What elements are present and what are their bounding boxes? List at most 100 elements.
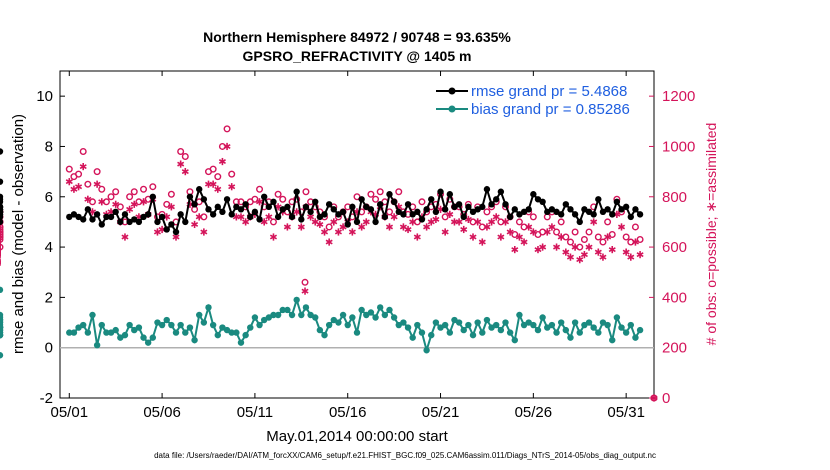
- bias-point: [386, 306, 393, 314]
- possible-marker: [65, 165, 73, 173]
- bias-point: [163, 316, 170, 324]
- assimilated-marker: [478, 238, 486, 246]
- assimilated-marker: [330, 218, 338, 226]
- bias-point: [400, 319, 407, 326]
- bias-point: [182, 329, 189, 336]
- assimilated-marker: [242, 218, 250, 226]
- rmse-point: [274, 213, 282, 221]
- bias-point: [493, 321, 500, 329]
- possible-marker: [126, 193, 134, 201]
- rmse-point: [312, 198, 319, 205]
- legend: rmse grand pr = 5.4868 bias grand pr = 0…: [436, 83, 630, 118]
- assimilated-marker: [566, 253, 574, 261]
- assimilated-marker: [181, 168, 189, 176]
- bias-point: [553, 329, 560, 336]
- y-left-tick-label: 10: [36, 88, 53, 105]
- assimilated-marker: [627, 253, 635, 261]
- rmse-point: [539, 198, 546, 205]
- rmse-point: [358, 196, 365, 203]
- assimilated-marker: [590, 218, 598, 226]
- rmse-point: [84, 206, 92, 213]
- rmse-point: [390, 198, 398, 205]
- bias-point: [237, 339, 245, 346]
- possible-marker: [636, 236, 644, 244]
- bias-point: [293, 296, 300, 304]
- assimilated-marker: [223, 142, 231, 151]
- bias-point: [622, 329, 630, 336]
- assimilated-marker: [358, 223, 366, 231]
- rmse-point: [107, 213, 115, 221]
- assimilated-marker: [325, 238, 333, 246]
- possible-outlier: [301, 278, 309, 286]
- possible-marker: [256, 185, 264, 193]
- x-tick-label: 05/01: [51, 404, 89, 421]
- bias-point: [98, 321, 105, 329]
- assimilated-marker: [423, 223, 431, 231]
- bias-point: [627, 321, 634, 329]
- rmse-point: [284, 203, 291, 211]
- bias-point: [516, 311, 523, 319]
- assimilated-marker: [228, 183, 236, 191]
- chart-subtitle: GPSRO_REFRACTIVITY @ 1405 m: [243, 48, 472, 64]
- rmse-point: [479, 203, 486, 211]
- assimilated-marker: [130, 200, 138, 208]
- possible-marker: [529, 213, 537, 221]
- assimilated-marker: [65, 178, 73, 186]
- assimilated-marker: [195, 213, 203, 221]
- rmse-point: [576, 218, 583, 226]
- data-file-footnote: data file: /Users/raeder/DAI/ATM_forcXX/…: [154, 451, 656, 460]
- x-tick-label: 05/26: [515, 404, 553, 421]
- rmse-point: [613, 198, 621, 205]
- possible-marker: [223, 125, 231, 133]
- assimilated-marker: [385, 223, 394, 231]
- possible-marker: [135, 198, 143, 206]
- possible-marker: [214, 173, 222, 181]
- possible-marker: [395, 188, 403, 196]
- assimilated-marker: [293, 208, 301, 216]
- possible-marker: [98, 185, 106, 193]
- rmse-point: [632, 206, 639, 213]
- rmse-point: [400, 211, 407, 218]
- legend-rmse-marker: [448, 87, 456, 95]
- rmse-point: [339, 208, 347, 216]
- assimilated-marker: [553, 243, 561, 251]
- bias-point: [483, 316, 491, 324]
- assimilated-marker: [576, 256, 584, 264]
- rmse-point: [209, 211, 217, 218]
- rmse-point: [627, 213, 634, 221]
- assimilated-marker: [483, 223, 491, 231]
- bias-point: [335, 319, 342, 326]
- possible-marker: [367, 190, 375, 198]
- rmse-point: [158, 213, 166, 221]
- bias-point: [0, 352, 4, 359]
- possible-marker: [251, 195, 259, 203]
- bias-point: [0, 331, 4, 339]
- assimilated-marker: [413, 233, 421, 241]
- rmse-point: [0, 198, 4, 205]
- assimilated-marker: [488, 218, 496, 226]
- rmse-point: [344, 221, 351, 228]
- x-tick-label: 05/16: [329, 404, 367, 421]
- possible-marker: [0, 233, 4, 241]
- bias-point: [140, 334, 147, 341]
- assimilated-marker: [432, 215, 440, 224]
- rmse-point: [98, 221, 105, 228]
- assimilated-marker: [455, 218, 463, 226]
- bias-point: [372, 314, 379, 321]
- bias-point: [432, 319, 440, 326]
- x-tick-label: 05/21: [422, 404, 460, 421]
- bias-point: [423, 347, 430, 354]
- rmse-point: [177, 211, 184, 218]
- assimilated-marker: [525, 223, 533, 231]
- y-axis-left-label: rmse and bias (model - observation): [10, 114, 27, 354]
- assimilated-marker: [497, 233, 505, 241]
- bias-point: [149, 334, 157, 341]
- assimilated-marker: [297, 223, 305, 231]
- possible-marker: [418, 198, 426, 206]
- bias-point: [316, 326, 324, 334]
- bias-point: [479, 329, 486, 336]
- possible-marker: [107, 193, 115, 201]
- rmse-point: [636, 211, 644, 218]
- rmse-point: [260, 193, 268, 200]
- y-left-tick-label: 4: [45, 239, 53, 256]
